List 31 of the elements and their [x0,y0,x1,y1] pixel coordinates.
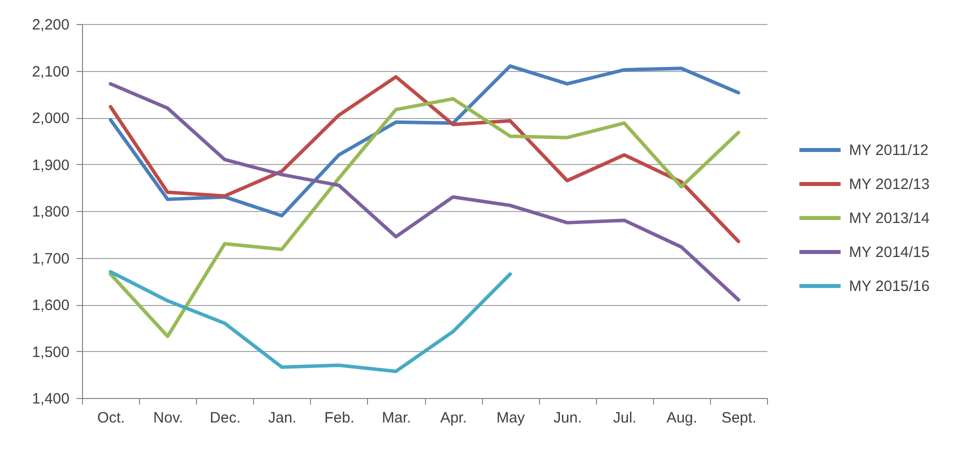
x-tick-label: Nov. [153,410,183,426]
legend-label: MY 2014/15 [849,244,930,261]
y-tick-label: 2,200 [32,16,70,34]
line-series [108,64,740,218]
legend-label: MY 2011/12 [849,142,929,159]
y-tick-label: 1,400 [32,390,70,408]
y-tick-label: 1,900 [32,156,70,174]
legend-label: MY 2013/14 [849,210,930,227]
x-tick-label: Jul. [613,410,636,426]
x-tick-label: Apr. [440,410,467,426]
y-tick-label: 1,500 [32,344,70,361]
line-series [108,97,740,338]
x-tick-label: Oct. [97,410,125,426]
line-series [108,270,512,374]
y-tick-label: 1,700 [32,250,70,268]
line-series [108,75,740,244]
x-tick-label: Sept. [721,410,756,426]
line-series [108,82,740,302]
x-tick-label: Dec. [210,410,241,426]
x-tick-label: Aug. [666,410,698,426]
y-tick-label: 1,800 [32,204,70,220]
x-tick-label: May [496,410,526,426]
legend-label: MY 2015/16 [849,278,930,295]
y-tick-label: 2,000 [32,110,70,127]
legend-label: MY 2012/13 [849,176,930,193]
y-tick-label: 2,100 [32,63,70,80]
x-tick-label: Mar. [382,410,412,426]
x-tick-label: Jan. [268,410,296,426]
x-tick-label: Jun. [554,410,582,426]
y-tick-label: 1,600 [32,297,70,314]
x-tick-label: Feb. [324,410,354,426]
